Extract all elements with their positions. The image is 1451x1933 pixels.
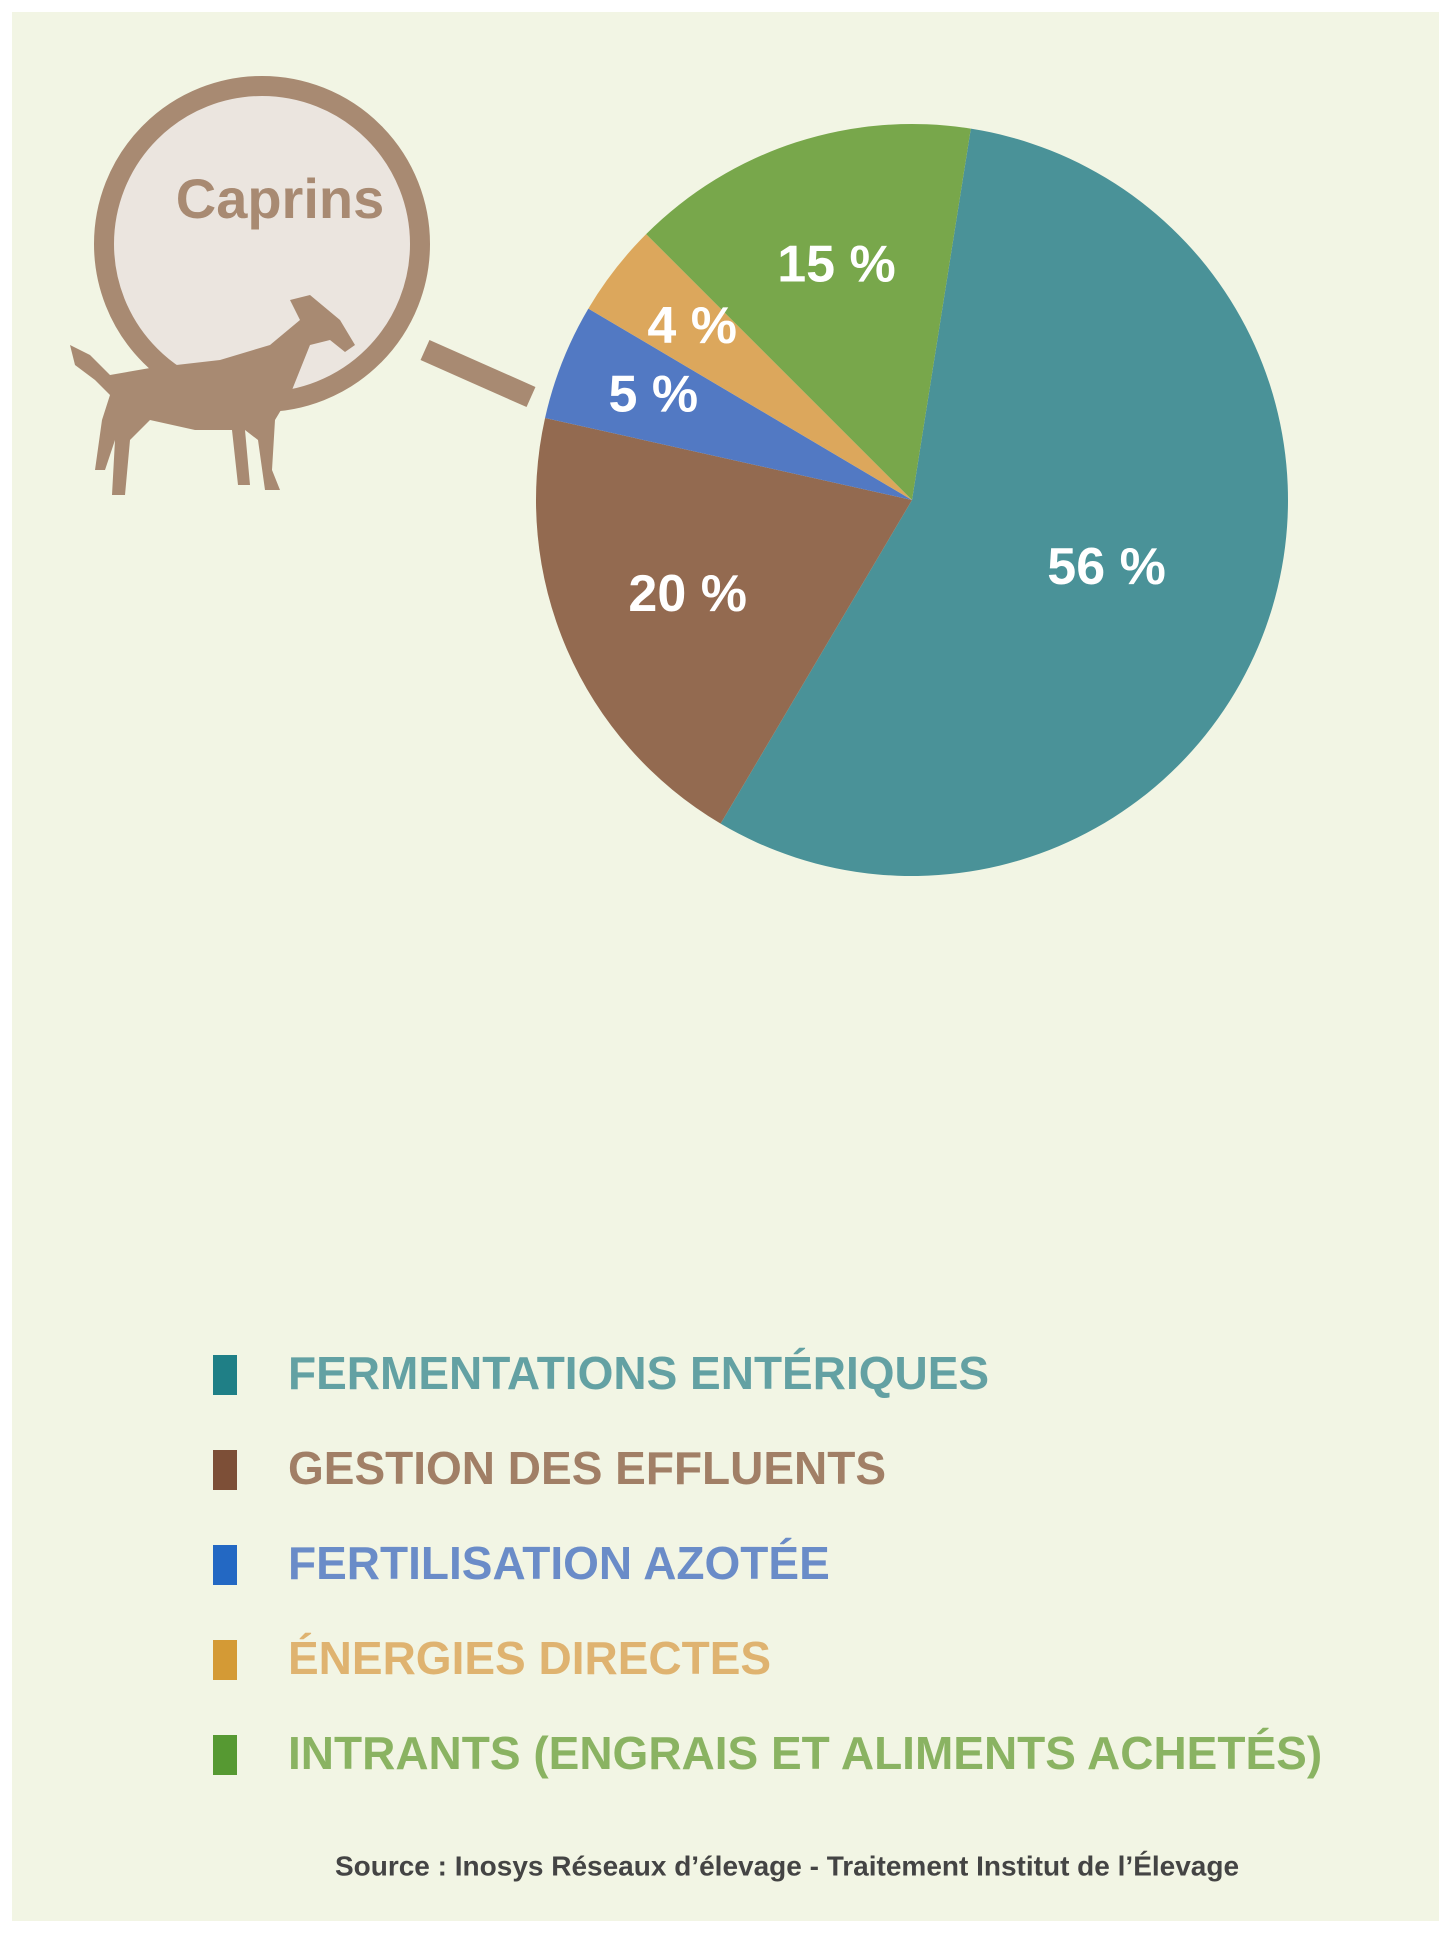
legend-swatch (213, 1545, 237, 1585)
data-label: 20 % (628, 565, 747, 623)
data-label: 56 % (1047, 538, 1166, 596)
source-note: Source : Inosys Réseaux d’élevage - Trai… (335, 1850, 1239, 1881)
chart: Caprins Source : Inosys Réseaux d’élevag… (0, 0, 1451, 1933)
legend-label: FERTILISATION AZOTÉE (288, 1537, 830, 1589)
chart-title: Caprins (176, 167, 385, 230)
data-label: 4 % (647, 297, 737, 355)
legend-swatch (213, 1355, 237, 1395)
legend-swatch (213, 1450, 237, 1490)
legend-label: INTRANTS (ENGRAIS ET ALIMENTS ACHETÉS) (288, 1727, 1322, 1779)
legend-label: FERMENTATIONS ENTÉRIQUES (288, 1347, 989, 1399)
data-label: 15 % (777, 235, 896, 293)
legend-swatch (213, 1640, 237, 1680)
legend-swatch (213, 1735, 237, 1775)
legend-label: ÉNERGIES DIRECTES (288, 1632, 771, 1684)
legend-label: GESTION DES EFFLUENTS (288, 1442, 886, 1494)
data-label: 5 % (608, 365, 698, 423)
